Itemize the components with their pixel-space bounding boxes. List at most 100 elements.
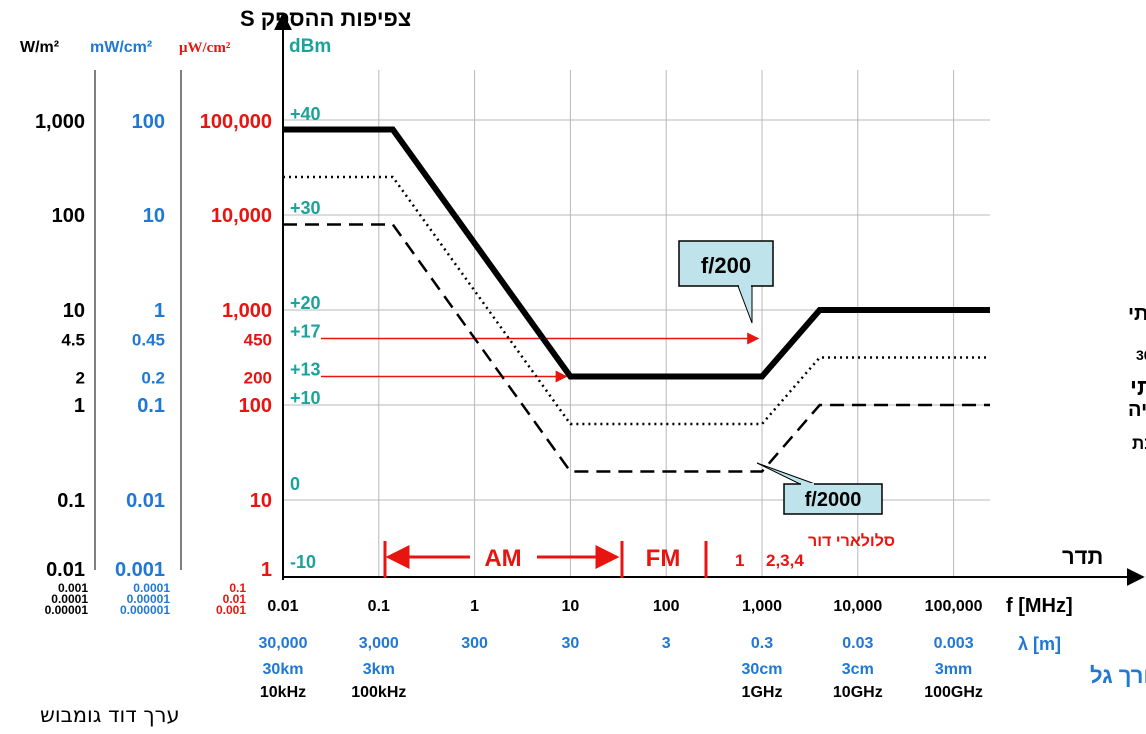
label-uwcm2-6: 10 [250, 490, 272, 512]
label-wm2-4: 2 [76, 369, 85, 388]
x-tick-0: 0.01 [267, 598, 298, 615]
label-uwcm2-4: 200 [244, 369, 272, 388]
label-small-wm2-2: 0.00001 [45, 603, 89, 617]
label-uwcm2-5: 100 [239, 395, 272, 417]
series-line-2 [283, 223, 990, 473]
callout-f200-pointer [737, 285, 753, 324]
label-small-mwcm2-1: 0.00001 [127, 592, 171, 606]
label-wm2-7: 0.01 [46, 559, 85, 581]
label-mwcm2-1: 10 [143, 205, 165, 227]
x-tick-6: 10,000 [833, 598, 882, 615]
label-mwcm2-7: 0.001 [115, 559, 165, 581]
label-uwcm2-3: 450 [244, 331, 272, 350]
unit-mwcm2: mW/cm² [90, 39, 152, 56]
wavelength-value-5: 0.3 [751, 635, 773, 652]
legend-continuous-2: רצופה ומתמשכת [1132, 434, 1146, 453]
x-tick-4: 100 [653, 598, 680, 615]
label-dbm-2: +20 [290, 293, 321, 313]
label-dbm-1: +30 [290, 198, 321, 218]
x-tick-labels: 0.01 0.1 1 10 100 1,000 10,000 100,000 [267, 598, 982, 615]
label-wm2-5: 1 [74, 395, 85, 417]
author-credit: ערך דוד גומבוש [40, 703, 180, 727]
label-dbm-0: +40 [290, 104, 321, 124]
label-mwcm2-5: 0.1 [137, 395, 165, 417]
wavelength-frequency-2: 1GHz [742, 684, 783, 701]
x-tick-1: 0.1 [368, 598, 390, 615]
reference-lines [321, 332, 760, 383]
wavelength-frequency-1: 100kHz [351, 684, 406, 701]
label-mwcm2-4: 0.2 [141, 369, 165, 388]
wavelength-distance-1: 3km [363, 661, 395, 678]
wavelength-frequency-4: 100GHz [924, 684, 983, 701]
cellular-title: סלולארי דור [808, 532, 895, 550]
label-uwcm2-2: 1,000 [222, 300, 272, 322]
cellular-gen234: 2,3,4 [766, 551, 804, 570]
label-mwcm2-6: 0.01 [126, 490, 165, 512]
label-small-uwcm2-2: 0.001 [216, 603, 246, 617]
legend-environmental: סביבתי [1130, 374, 1146, 400]
cellular-gen1: 1 [735, 551, 744, 570]
band-fm-label: FM [646, 545, 681, 572]
label-wm2-0: 1,000 [35, 111, 85, 133]
label-small-wm2-0: 0.001 [58, 581, 88, 595]
chart-title: צפיפות ההספק S [240, 6, 411, 31]
label-small-uwcm2-0: 0.1 [229, 581, 246, 595]
series-group [283, 126, 990, 473]
wavelength-distance-4: 3mm [935, 661, 972, 678]
x-tick-5: 1,000 [742, 598, 782, 615]
wavelength-value-4: 3 [662, 635, 671, 652]
unit-uwcm2: μW/cm² [179, 40, 231, 56]
wavelength-frequency-3: 10GHz [833, 684, 883, 701]
x-axis-label: f [MHz] [1006, 595, 1073, 617]
label-uwcm2-1: 10,000 [211, 205, 272, 227]
label-dbm-6: 0 [290, 474, 300, 494]
wavelength-value-0: 30,000 [259, 635, 308, 652]
wavelength-labels: 30,000 3,000 300 30 3 0.3 0.03 0.003 30km 3km 30cm… [259, 635, 983, 701]
label-dbm-7: -10 [290, 552, 316, 572]
label-small-mwcm2-0: 0.0001 [133, 581, 170, 595]
legend-occasional: חשיפה מזדמנת 30% [1136, 347, 1146, 363]
label-wm2-3: 4.5 [61, 331, 85, 350]
grid [283, 70, 990, 577]
label-mwcm2-2: 1 [154, 300, 165, 322]
callout-f200-box [678, 240, 774, 287]
x-tick-7: 100,000 [925, 598, 983, 615]
label-mwcm2-0: 100 [132, 111, 165, 133]
unit-dbm: dBm [289, 36, 331, 57]
label-wm2-1: 100 [52, 205, 85, 227]
label-dbm-4: +13 [290, 360, 321, 380]
label-small-wm2-1: 0.0001 [51, 592, 88, 606]
frequency-axis-title: תדר [1062, 544, 1103, 569]
callout-f2000-pointer [756, 462, 816, 485]
x-axis-label-text: f [MHz] [1006, 595, 1073, 617]
wavelength-value-1: 3,000 [359, 635, 399, 652]
wavelength-value-2: 300 [461, 635, 488, 652]
label-wm2-6: 0.1 [57, 490, 85, 512]
label-wm2-2: 10 [63, 300, 85, 322]
x-tick-2: 1 [470, 598, 479, 615]
wavelength-title: אורך גל [1090, 663, 1146, 688]
callout-f2000-text: f/2000 [805, 489, 862, 511]
wavelength-value-7: 0.003 [934, 635, 974, 652]
callout-f2000-box [783, 483, 883, 515]
wavelength-value-3: 30 [562, 635, 580, 652]
label-small-mwcm2-2: 0.000001 [120, 603, 170, 617]
label-mwcm2-3: 0.45 [132, 331, 165, 350]
label-dbm-3: +17 [290, 322, 321, 342]
legend-continuous-1: 10% לשהייה [1128, 399, 1146, 421]
band-am-label: AM [484, 545, 521, 572]
series-line-1 [283, 175, 990, 426]
callout-f2000: f/2000 [756, 462, 883, 515]
wavelength-frequency-0: 10kHz [260, 684, 306, 701]
series-line-0 [283, 126, 990, 380]
wavelength-distance-3: 3cm [842, 661, 874, 678]
unit-wm2: W/m² [20, 39, 59, 56]
wavelength-distance-2: 30cm [742, 661, 783, 678]
wavelength-unit: λ [m] [1018, 634, 1061, 654]
label-dbm-5: +10 [290, 388, 321, 408]
label-uwcm2-7: 1 [261, 559, 272, 581]
legend-health: בריאותי [1128, 303, 1146, 325]
label-small-uwcm2-1: 0.01 [223, 592, 247, 606]
label-uwcm2-0: 100,000 [200, 111, 272, 133]
